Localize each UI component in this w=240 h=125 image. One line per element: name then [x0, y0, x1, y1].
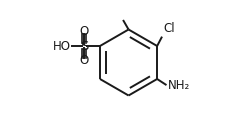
Text: Cl: Cl: [164, 22, 175, 35]
Text: O: O: [79, 25, 89, 38]
Text: NH₂: NH₂: [168, 79, 191, 92]
Text: S: S: [80, 40, 88, 52]
Text: O: O: [79, 54, 89, 67]
Text: HO: HO: [53, 40, 71, 52]
